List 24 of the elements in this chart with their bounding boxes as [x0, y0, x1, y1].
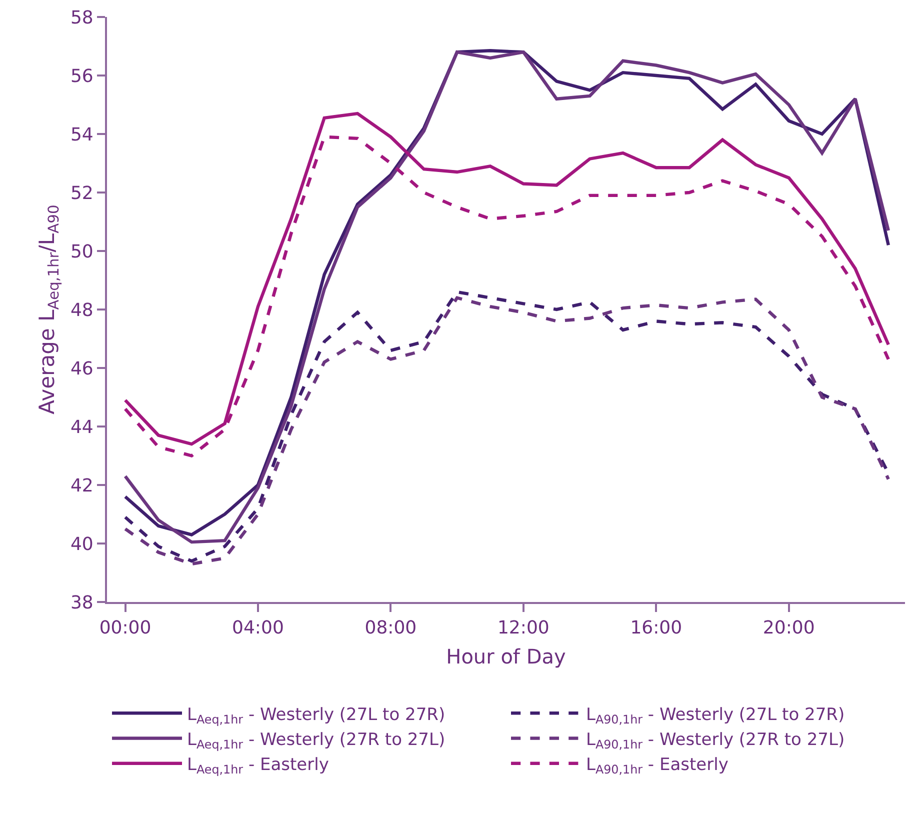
y-tick-label: 44: [70, 416, 94, 438]
x-tick-label: 20:00: [762, 618, 815, 639]
y-tick-label: 46: [70, 358, 94, 380]
legend-label: L$_{A90,1hr}$ - Westerly (27L to 27R): [586, 704, 845, 726]
x-tick-label: 00:00: [99, 618, 152, 639]
y-tick-label: 42: [70, 475, 94, 496]
y-tick-label: 54: [70, 124, 94, 146]
y-tick-label: 38: [70, 592, 94, 614]
legend-label: L$_{Aeq,1hr}$ - Easterly: [187, 754, 329, 777]
legend-label: L$_{A90,1hr}$ - Easterly: [586, 754, 728, 777]
x-tick-label: 12:00: [497, 618, 550, 639]
y-tick-label: 52: [70, 182, 94, 204]
x-tick-label: 08:00: [364, 618, 417, 639]
x-axis-title: Hour of Day: [446, 644, 566, 669]
y-tick-label: 58: [70, 7, 94, 28]
legend-label: L$_{Aeq,1hr}$ - Westerly (27R to 27L): [187, 730, 446, 752]
legend-label: L$_{Aeq,1hr}$ - Westerly (27L to 27R): [187, 704, 446, 726]
y-tick-label: 48: [70, 300, 94, 321]
legend-label: L$_{A90,1hr}$ - Westerly (27R to 27L): [586, 730, 845, 752]
y-tick-label: 56: [70, 66, 94, 87]
x-tick-label: 16:00: [630, 618, 682, 639]
x-tick-label: 04:00: [232, 618, 284, 639]
y-tick-label: 50: [70, 241, 94, 262]
y-tick-label: 40: [70, 534, 94, 555]
